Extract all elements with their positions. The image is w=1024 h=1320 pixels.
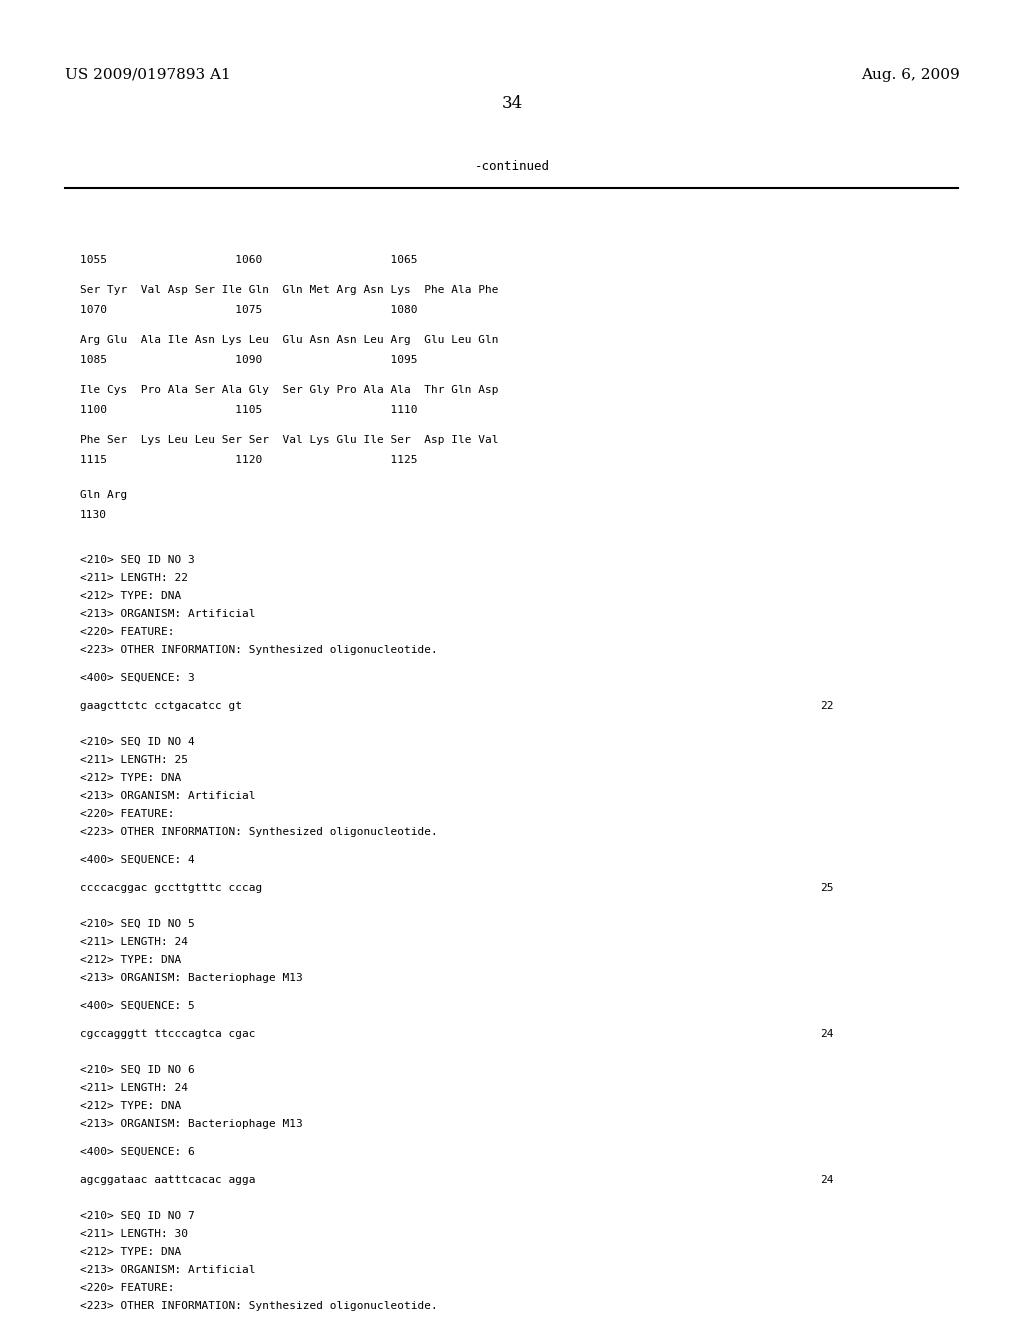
Text: 1130: 1130 [80,510,106,520]
Text: 24: 24 [820,1175,834,1185]
Text: <220> FEATURE:: <220> FEATURE: [80,627,174,638]
Text: Arg Glu  Ala Ile Asn Lys Leu  Glu Asn Asn Leu Arg  Glu Leu Gln: Arg Glu Ala Ile Asn Lys Leu Glu Asn Asn … [80,335,499,345]
Text: Ile Cys  Pro Ala Ser Ala Gly  Ser Gly Pro Ala Ala  Thr Gln Asp: Ile Cys Pro Ala Ser Ala Gly Ser Gly Pro … [80,385,499,395]
Text: <213> ORGANISM: Bacteriophage M13: <213> ORGANISM: Bacteriophage M13 [80,973,303,983]
Text: <210> SEQ ID NO 4: <210> SEQ ID NO 4 [80,737,195,747]
Text: <211> LENGTH: 24: <211> LENGTH: 24 [80,937,188,946]
Text: gaagcttctc cctgacatcc gt: gaagcttctc cctgacatcc gt [80,701,242,711]
Text: 1115                   1120                   1125: 1115 1120 1125 [80,455,418,465]
Text: <220> FEATURE:: <220> FEATURE: [80,1283,174,1294]
Text: Aug. 6, 2009: Aug. 6, 2009 [861,69,961,82]
Text: <223> OTHER INFORMATION: Synthesized oligonucleotide.: <223> OTHER INFORMATION: Synthesized oli… [80,1302,437,1311]
Text: <213> ORGANISM: Artificial: <213> ORGANISM: Artificial [80,1265,256,1275]
Text: <213> ORGANISM: Artificial: <213> ORGANISM: Artificial [80,609,256,619]
Text: <400> SEQUENCE: 5: <400> SEQUENCE: 5 [80,1001,195,1011]
Text: <211> LENGTH: 22: <211> LENGTH: 22 [80,573,188,583]
Text: <212> TYPE: DNA: <212> TYPE: DNA [80,591,181,601]
Text: <400> SEQUENCE: 4: <400> SEQUENCE: 4 [80,855,195,865]
Text: <211> LENGTH: 25: <211> LENGTH: 25 [80,755,188,766]
Text: 1070                   1075                   1080: 1070 1075 1080 [80,305,418,315]
Text: 24: 24 [820,1030,834,1039]
Text: <211> LENGTH: 30: <211> LENGTH: 30 [80,1229,188,1239]
Text: <210> SEQ ID NO 5: <210> SEQ ID NO 5 [80,919,195,929]
Text: -continued: -continued [474,160,550,173]
Text: <212> TYPE: DNA: <212> TYPE: DNA [80,954,181,965]
Text: <400> SEQUENCE: 3: <400> SEQUENCE: 3 [80,673,195,682]
Text: <223> OTHER INFORMATION: Synthesized oligonucleotide.: <223> OTHER INFORMATION: Synthesized oli… [80,828,437,837]
Text: <213> ORGANISM: Artificial: <213> ORGANISM: Artificial [80,791,256,801]
Text: agcggataac aatttcacac agga: agcggataac aatttcacac agga [80,1175,256,1185]
Text: <210> SEQ ID NO 3: <210> SEQ ID NO 3 [80,554,195,565]
Text: <212> TYPE: DNA: <212> TYPE: DNA [80,1101,181,1111]
Text: 1085                   1090                   1095: 1085 1090 1095 [80,355,418,366]
Text: Phe Ser  Lys Leu Leu Ser Ser  Val Lys Glu Ile Ser  Asp Ile Val: Phe Ser Lys Leu Leu Ser Ser Val Lys Glu … [80,436,499,445]
Text: cgccagggtt ttcccagtca cgac: cgccagggtt ttcccagtca cgac [80,1030,256,1039]
Text: US 2009/0197893 A1: US 2009/0197893 A1 [65,69,230,82]
Text: <220> FEATURE:: <220> FEATURE: [80,809,174,818]
Text: 1100                   1105                   1110: 1100 1105 1110 [80,405,418,414]
Text: <210> SEQ ID NO 6: <210> SEQ ID NO 6 [80,1065,195,1074]
Text: <213> ORGANISM: Bacteriophage M13: <213> ORGANISM: Bacteriophage M13 [80,1119,303,1129]
Text: 25: 25 [820,883,834,894]
Text: <212> TYPE: DNA: <212> TYPE: DNA [80,1247,181,1257]
Text: ccccacggac gccttgtttc cccag: ccccacggac gccttgtttc cccag [80,883,262,894]
Text: <223> OTHER INFORMATION: Synthesized oligonucleotide.: <223> OTHER INFORMATION: Synthesized oli… [80,645,437,655]
Text: <400> SEQUENCE: 6: <400> SEQUENCE: 6 [80,1147,195,1158]
Text: Ser Tyr  Val Asp Ser Ile Gln  Gln Met Arg Asn Lys  Phe Ala Phe: Ser Tyr Val Asp Ser Ile Gln Gln Met Arg … [80,285,499,294]
Text: 22: 22 [820,701,834,711]
Text: <211> LENGTH: 24: <211> LENGTH: 24 [80,1082,188,1093]
Text: 34: 34 [502,95,522,112]
Text: <210> SEQ ID NO 7: <210> SEQ ID NO 7 [80,1210,195,1221]
Text: Gln Arg: Gln Arg [80,490,127,500]
Text: 1055                   1060                   1065: 1055 1060 1065 [80,255,418,265]
Text: <212> TYPE: DNA: <212> TYPE: DNA [80,774,181,783]
